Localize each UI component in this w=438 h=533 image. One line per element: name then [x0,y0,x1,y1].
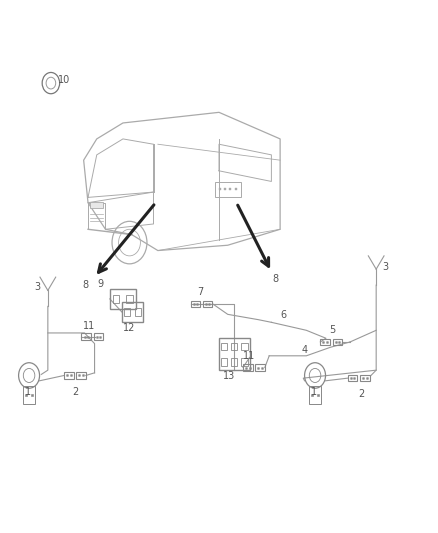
Bar [135,309,141,316]
Text: 7: 7 [198,287,204,297]
Text: 11: 11 [244,351,256,361]
Text: 2: 2 [358,389,364,399]
Bar [320,339,330,345]
Bar [309,386,321,403]
Bar [124,309,131,316]
Bar [221,359,227,366]
Text: 8: 8 [273,274,279,284]
Text: 2: 2 [73,387,79,397]
Bar [243,365,253,370]
Text: 1: 1 [25,387,31,397]
Bar [332,339,342,345]
Bar [215,182,241,197]
Bar [221,343,227,350]
Bar [255,365,265,370]
Bar [64,372,74,378]
Bar [191,301,200,307]
Bar [360,375,370,381]
Bar [231,359,237,366]
Text: 13: 13 [223,371,235,381]
Bar [90,201,103,208]
Bar [23,386,35,403]
Text: 3: 3 [382,262,388,271]
Bar [127,295,133,303]
Bar [241,343,247,350]
Text: 6: 6 [281,310,287,320]
Text: 5: 5 [329,325,336,335]
Bar [113,295,120,303]
Bar [231,343,237,350]
Text: 10: 10 [58,76,70,85]
Bar [203,301,212,307]
Text: 11: 11 [83,321,95,331]
Text: 4: 4 [301,345,307,355]
Text: 12: 12 [124,322,136,333]
Bar [219,338,250,370]
Text: 9: 9 [97,279,103,288]
Text: 3: 3 [35,282,41,292]
Bar [122,302,143,322]
Bar [241,359,247,366]
Bar [110,289,136,309]
Text: 8: 8 [83,280,89,290]
Text: 1: 1 [311,387,317,397]
Bar [348,375,357,381]
Bar [76,372,86,378]
Bar [94,334,103,340]
Bar [81,334,91,340]
